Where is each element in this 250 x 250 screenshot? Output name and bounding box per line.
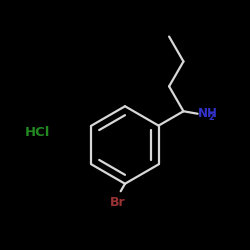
Text: NH: NH — [198, 107, 218, 120]
Text: 2: 2 — [209, 113, 215, 122]
Text: Br: Br — [110, 196, 126, 209]
Text: HCl: HCl — [25, 126, 50, 139]
